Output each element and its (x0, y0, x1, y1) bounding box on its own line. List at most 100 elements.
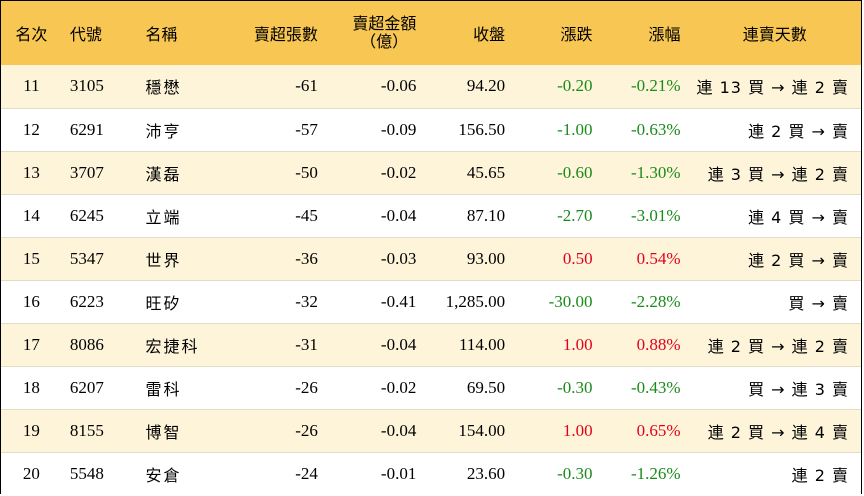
row-code: 3707 (61, 150, 138, 194)
row-net-sell-lots: -26 (234, 408, 326, 452)
table-row: 17 8086 宏捷科 -31 -0.04 114.00 1.00 0.88% 連 2 買 → … (1, 322, 861, 366)
row-rank: 19 (1, 408, 62, 452)
row-net-sell-lots: -50 (234, 150, 326, 194)
row-streak: 連 3 買 → 連 2 賣 (688, 150, 861, 194)
row-change: -0.60 (513, 150, 601, 194)
row-net-sell-amount: -0.04 (325, 193, 425, 237)
header-name: 名稱 (145, 25, 178, 44)
row-code: 3105 (69, 76, 104, 96)
row-change: -0.30 (513, 365, 601, 409)
row-rank: 14 (1, 193, 62, 237)
row-change-pct: -2.28% (600, 279, 689, 323)
header-rank: 名次 (15, 25, 48, 44)
row-streak: 連 2 買 → 連 2 賣 (688, 322, 861, 366)
row-name: 博智 (137, 408, 235, 452)
table-row: 12 6291 沛亨 -57 -0.09 156.50 -1.00 -0.63% 連 2 買 →… (1, 107, 861, 151)
row-streak: 連 2 買 → 賣 (688, 236, 861, 280)
header-code: 代號 (69, 25, 102, 44)
row-close: 23.60 (424, 451, 514, 495)
header-net-sell-amount-line1: 賣超金額 (352, 14, 417, 33)
row-net-sell-lots: -61 (295, 76, 318, 96)
header-streak: 連賣天數 (742, 25, 807, 44)
row-name: 安倉 (137, 451, 235, 495)
row-change-pct: -0.21% (630, 76, 681, 96)
header-change: 漲跌 (560, 25, 593, 44)
row-streak: 連 4 買 → 賣 (688, 193, 861, 237)
row-net-sell-amount: -0.06 (380, 76, 417, 96)
row-streak: 買 → 賣 (688, 279, 861, 323)
row-rank: 17 (1, 322, 62, 366)
row-change: -1.00 (513, 107, 601, 151)
row-change-pct: 0.88% (600, 322, 689, 366)
header-net-sell-amount: 賣超金額 （億） (326, 1, 424, 65)
row-net-sell-lots: -36 (234, 236, 326, 280)
row-change-pct: 0.54% (600, 236, 689, 280)
row-change: 0.50 (513, 236, 601, 280)
header-change-pct: 漲幅 (648, 25, 681, 44)
row-code: 5347 (61, 236, 138, 280)
row-name: 旺矽 (137, 279, 235, 323)
row-code: 8155 (61, 408, 138, 452)
row-change-pct: -0.43% (600, 365, 689, 409)
row-change: -2.70 (513, 193, 601, 237)
table-body: 11 3105 穩懋 -61 -0.06 94.20 -0.20 -0.21% 連 13 買 →… (1, 65, 861, 495)
row-rank: 11 (23, 76, 40, 96)
row-net-sell-lots: -31 (234, 322, 326, 366)
row-streak: 連 2 賣 (688, 451, 861, 495)
row-net-sell-lots: -32 (234, 279, 326, 323)
row-close: 45.65 (424, 150, 514, 194)
row-code: 5548 (61, 451, 138, 495)
row-change: 1.00 (513, 322, 601, 366)
row-net-sell-amount: -0.01 (325, 451, 425, 495)
row-streak: 買 → 連 3 賣 (688, 365, 861, 409)
table-row: 19 8155 博智 -26 -0.04 154.00 1.00 0.65% 連 2 買 → 連… (1, 408, 861, 452)
row-change-pct: -0.63% (600, 107, 689, 151)
table-row: 13 3707 漢磊 -50 -0.02 45.65 -0.60 -1.30% 連 3 買 → … (1, 150, 861, 194)
row-rank: 12 (1, 107, 62, 151)
row-net-sell-amount: -0.02 (325, 365, 425, 409)
row-close: 94.20 (466, 76, 506, 96)
row-net-sell-amount: -0.03 (325, 236, 425, 280)
row-change-pct: -1.26% (600, 451, 689, 495)
table-row: 15 5347 世界 -36 -0.03 93.00 0.50 0.54% 連 2 買 → 賣 (1, 236, 861, 280)
table-row: 18 6207 雷科 -26 -0.02 69.50 -0.30 -0.43% 買 → 連 3 … (1, 365, 861, 409)
header-net-sell-amount-line2: （億） (360, 32, 409, 51)
row-net-sell-amount: -0.09 (325, 107, 425, 151)
row-code: 6291 (61, 107, 138, 151)
row-net-sell-lots: -26 (234, 365, 326, 409)
row-net-sell-amount: -0.04 (325, 322, 425, 366)
row-change: 1.00 (513, 408, 601, 452)
row-name: 穩懋 (145, 78, 182, 98)
row-change-pct: -1.30% (600, 150, 689, 194)
row-rank: 13 (1, 150, 62, 194)
row-name: 立端 (137, 193, 235, 237)
row-change: -0.30 (513, 451, 601, 495)
row-code: 6207 (61, 365, 138, 409)
row-rank: 16 (1, 279, 62, 323)
row-close: 93.00 (424, 236, 514, 280)
row-name: 世界 (137, 236, 235, 280)
table-header: 名次 代號 名稱 賣超張數 賣超金額 （億） 收盤 漲跌 漲幅 連賣天數 (1, 1, 861, 65)
row-change-pct: 0.65% (600, 408, 689, 452)
row-net-sell-amount: -0.41 (325, 279, 425, 323)
row-name: 漢磊 (137, 150, 235, 194)
row-streak: 連 2 買 → 連 4 賣 (688, 408, 861, 452)
header-row: 名次 代號 名稱 賣超張數 賣超金額 （億） 收盤 漲跌 漲幅 連賣天數 (1, 1, 861, 65)
row-close: 87.10 (424, 193, 514, 237)
table-row: 14 6245 立端 -45 -0.04 87.10 -2.70 -3.01% 連 4 買 → … (1, 193, 861, 237)
row-rank: 18 (1, 365, 62, 409)
row-net-sell-amount: -0.04 (325, 408, 425, 452)
row-rank: 20 (1, 451, 62, 495)
row-code: 6245 (61, 193, 138, 237)
row-net-sell-amount: -0.02 (325, 150, 425, 194)
header-net-sell-lots: 賣超張數 (253, 25, 318, 44)
row-change-pct: -3.01% (600, 193, 689, 237)
row-name: 宏捷科 (137, 322, 235, 366)
row-code: 8086 (61, 322, 138, 366)
row-code: 6223 (61, 279, 138, 323)
row-net-sell-lots: -24 (234, 451, 326, 495)
row-close: 1,285.00 (424, 279, 514, 323)
row-name: 雷科 (137, 365, 235, 409)
